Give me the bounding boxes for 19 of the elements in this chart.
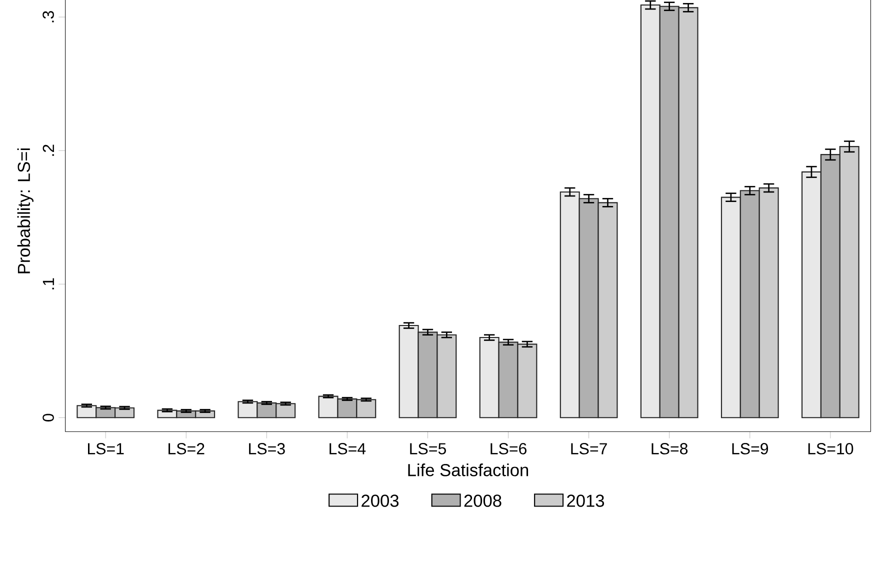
x-axis-title: Life Satisfaction xyxy=(408,464,528,476)
y-tick-label: 0 xyxy=(42,414,54,422)
x-tick-label: LS=5 xyxy=(410,443,446,454)
legend-label: 2013 xyxy=(567,494,604,507)
x-tick-label: LS=6 xyxy=(490,443,526,454)
y-axis-title: Probability: LS=i xyxy=(17,148,34,274)
x-tick-label: LS=9 xyxy=(732,443,768,454)
legend-label: 2003 xyxy=(362,494,399,507)
x-tick-label: LS=8 xyxy=(652,443,688,454)
x-tick-label: LS=1 xyxy=(88,443,124,454)
legend-label: 2008 xyxy=(464,494,502,507)
x-tick-label: LS=2 xyxy=(168,443,204,454)
y-tick-label: .1 xyxy=(42,278,54,290)
x-tick-label: LS=4 xyxy=(330,443,366,454)
x-tick-label: LS=3 xyxy=(249,443,285,454)
x-tick-label: LS=7 xyxy=(571,443,607,454)
y-tick-label: .2 xyxy=(42,144,54,156)
y-tick-label: .3 xyxy=(42,11,54,22)
x-tick-label: LS=10 xyxy=(808,443,854,454)
